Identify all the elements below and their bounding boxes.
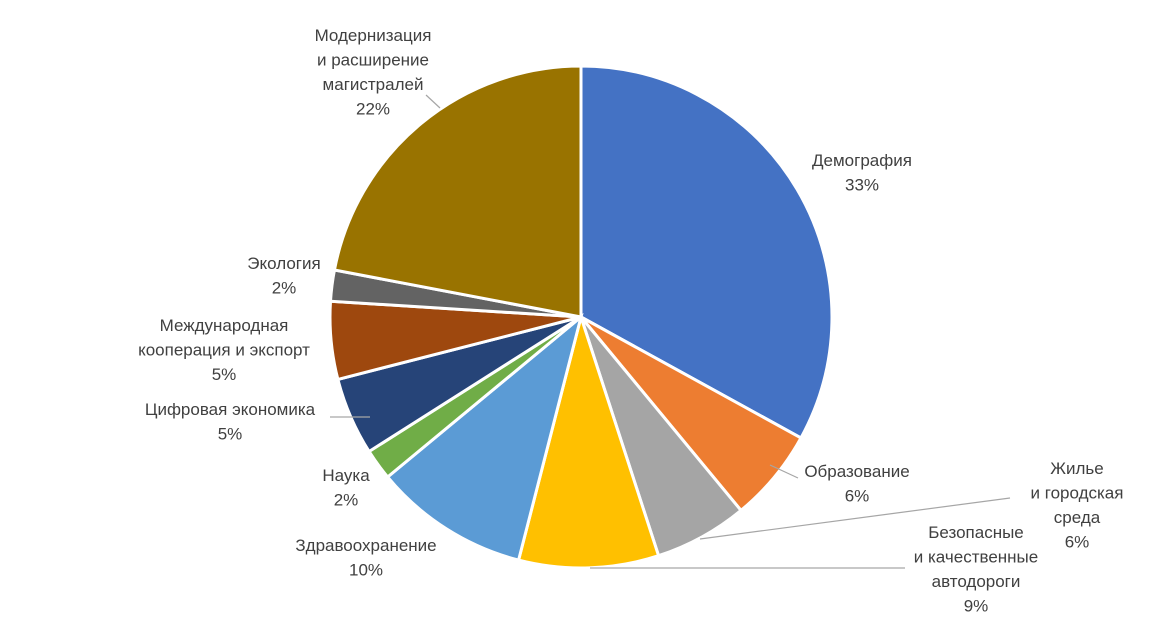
data-label-8-line-1: Международная [160, 316, 289, 335]
data-label-2-line-2: 6% [845, 487, 870, 506]
leader-line-3 [699, 497, 1011, 540]
labels-layer: Демография 33% Образование 6% Жилье и городск… [138, 26, 1123, 616]
data-label-4: Безопасные и качественные автодороги 9% [914, 523, 1038, 616]
data-label-5-line-1: Здравоохранение [295, 536, 436, 555]
data-label-10-line-2: и расширение [317, 51, 429, 70]
data-label-4-line-4: 9% [964, 597, 989, 616]
data-label-4-line-2: и качественные [914, 548, 1038, 567]
data-label-4-line-1: Безопасные [928, 523, 1024, 542]
leader-lines-layer [330, 94, 1011, 569]
data-label-2-line-1: Образование [804, 462, 909, 481]
leader-line-10 [425, 94, 441, 109]
pie-slice-10 [332, 64, 583, 319]
pie-slice-4 [516, 311, 661, 570]
data-label-3: Жилье и городская среда 6% [1031, 459, 1124, 552]
data-label-5-line-2: 10% [349, 561, 383, 580]
data-label-8: Международная кооперация и экспорт 5% [138, 316, 310, 384]
pie-slice-5 [385, 312, 584, 562]
data-label-9-line-2: 2% [272, 279, 297, 298]
data-label-4-line-3: автодороги [932, 572, 1021, 591]
slices-layer [328, 64, 834, 570]
data-label-9: Экология 2% [247, 254, 320, 298]
data-label-6-line-1: Наука [322, 466, 370, 485]
leader-line-2 [769, 464, 799, 479]
data-label-3-line-4: 6% [1065, 533, 1090, 552]
data-label-3-line-3: среда [1054, 508, 1101, 527]
data-label-5: Здравоохранение 10% [295, 536, 436, 580]
data-label-2: Образование 6% [804, 462, 909, 506]
data-label-10-line-4: 22% [356, 100, 390, 119]
data-label-7-line-2: 5% [218, 425, 243, 444]
data-label-1-line-1: Демография [812, 151, 912, 170]
data-label-8-line-2: кооперация и экспорт [138, 341, 310, 360]
pie-slice-1 [579, 64, 834, 440]
data-label-6-line-2: 2% [334, 491, 359, 510]
data-label-7-line-1: Цифровая экономика [145, 400, 316, 419]
data-label-1: Демография 33% [812, 151, 912, 195]
data-label-10-line-1: Модернизация [315, 26, 432, 45]
data-label-9-line-1: Экология [247, 254, 320, 273]
data-label-3-line-1: Жилье [1050, 459, 1103, 478]
data-label-10-line-3: магистралей [323, 75, 424, 94]
data-label-7: Цифровая экономика 5% [145, 400, 316, 444]
data-label-1-line-2: 33% [845, 176, 879, 195]
data-label-10: Модернизация и расширение магистралей 22% [315, 26, 432, 119]
data-label-6: Наука 2% [322, 466, 370, 510]
data-label-8-line-3: 5% [212, 365, 237, 384]
data-label-3-line-2: и городская [1031, 484, 1124, 503]
